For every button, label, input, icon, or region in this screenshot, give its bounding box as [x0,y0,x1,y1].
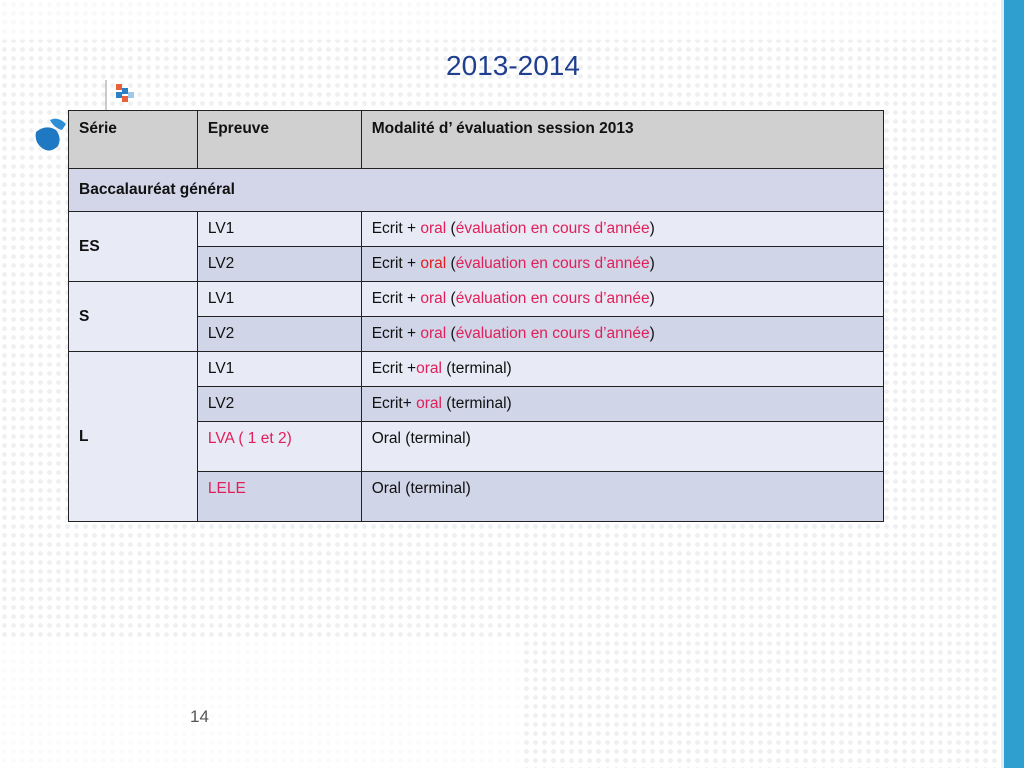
table-row: LV2 Ecrit+ oral (terminal) [69,386,885,422]
section-label: Baccalauréat général [68,168,884,212]
table-header-row: Série Epreuve Modalité d’ évaluation ses… [68,110,885,169]
table-row: LV2 Ecrit + oral (évaluation en cours d’… [69,246,885,282]
epreuve-cell: LV2 [196,246,362,282]
table-row: LV2 Ecrit + oral (évaluation en cours d’… [69,316,885,352]
modalite-cell: Ecrit + oral (évaluation en cours d’anné… [360,246,885,282]
serie-cell: L [68,351,198,522]
evaluation-table: Série Epreuve Modalité d’ évaluation ses… [68,110,885,522]
side-accent-bar [1004,0,1024,768]
epreuve-cell: LV1 [196,211,362,247]
header-modalite: Modalité d’ évaluation session 2013 [360,110,885,169]
modalite-cell: Ecrit + oral (évaluation en cours d’anné… [360,281,885,317]
organization-logo [32,80,142,170]
epreuve-cell: LV2 [196,386,362,422]
page-title: 2013-2014 [446,50,580,81]
epreuve-cell: LV1 [196,351,362,387]
modalite-cell: Ecrit + oral (évaluation en cours d’anné… [360,316,885,352]
serie-cell: ES [68,211,198,282]
side-accent-stripe [1001,0,1004,768]
modalite-cell: Ecrit + oral (évaluation en cours d’anné… [360,211,885,247]
epreuve-cell: LVA ( 1 et 2) [196,421,362,472]
modalite-cell: Oral (terminal) [360,421,885,472]
section-row: Baccalauréat général [68,168,884,212]
serie-cell: S [68,281,198,352]
table-row: S LV1 Ecrit + oral (évaluation en cours … [68,281,885,352]
header-serie: Série [68,110,198,169]
epreuve-cell: LV1 [196,281,362,317]
page-number: 14 [190,707,209,726]
modalite-cell: Ecrit +oral (terminal) [360,351,885,387]
map-fade-bottom-left [0,640,520,768]
map-fade-top [0,0,1004,40]
table-row: L LV1 Ecrit +oral (terminal) [68,351,885,522]
table-row: ES LV1 Ecrit + oral (évaluation en cours… [68,211,885,282]
table-row: LVA ( 1 et 2) Oral (terminal) [69,421,885,472]
epreuve-cell: LV2 [196,316,362,352]
table-row: LELE Oral (terminal) [69,471,885,522]
modalite-cell: Ecrit+ oral (terminal) [360,386,885,422]
header-epreuve: Epreuve [196,110,362,169]
modalite-cell: Oral (terminal) [360,471,885,522]
epreuve-cell: LELE [196,471,362,522]
